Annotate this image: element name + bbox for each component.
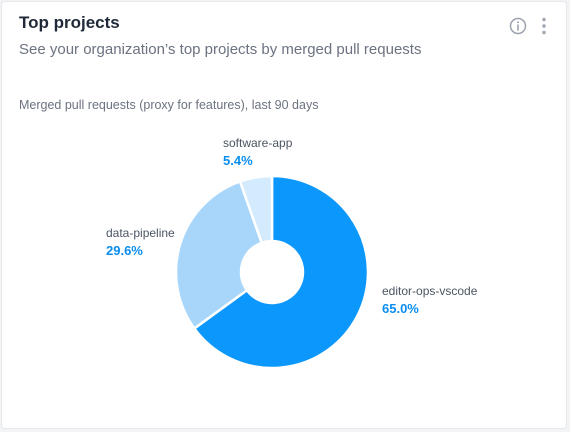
slice-editor-ops-vscode[interactable]: [193, 174, 370, 370]
card-title: Top projects: [19, 13, 120, 32]
info-icon[interactable]: [508, 16, 528, 36]
kebab-menu-icon[interactable]: [537, 16, 551, 36]
label-name-software-app: software-app: [223, 136, 293, 150]
label-name-data-pipeline: data-pipeline: [106, 226, 175, 240]
label-value-editor-ops-vscode: 65.0%: [382, 301, 419, 316]
label-name-editor-ops-vscode: editor-ops-vscode: [382, 284, 478, 298]
slice-software-app[interactable]: [238, 174, 274, 245]
chart-caption: Merged pull requests (proxy for features…: [19, 98, 319, 112]
slice-data-pipeline[interactable]: [174, 180, 263, 330]
chart-labels: editor-ops-vscode 65.0% data-pipeline 29.6%…: [106, 136, 478, 316]
label-value-software-app: 5.4%: [223, 153, 253, 168]
card-subtitle: See your organization’s top projects by …: [19, 41, 422, 58]
chart-slices: [174, 174, 370, 370]
label-value-data-pipeline: 29.6%: [106, 243, 143, 258]
